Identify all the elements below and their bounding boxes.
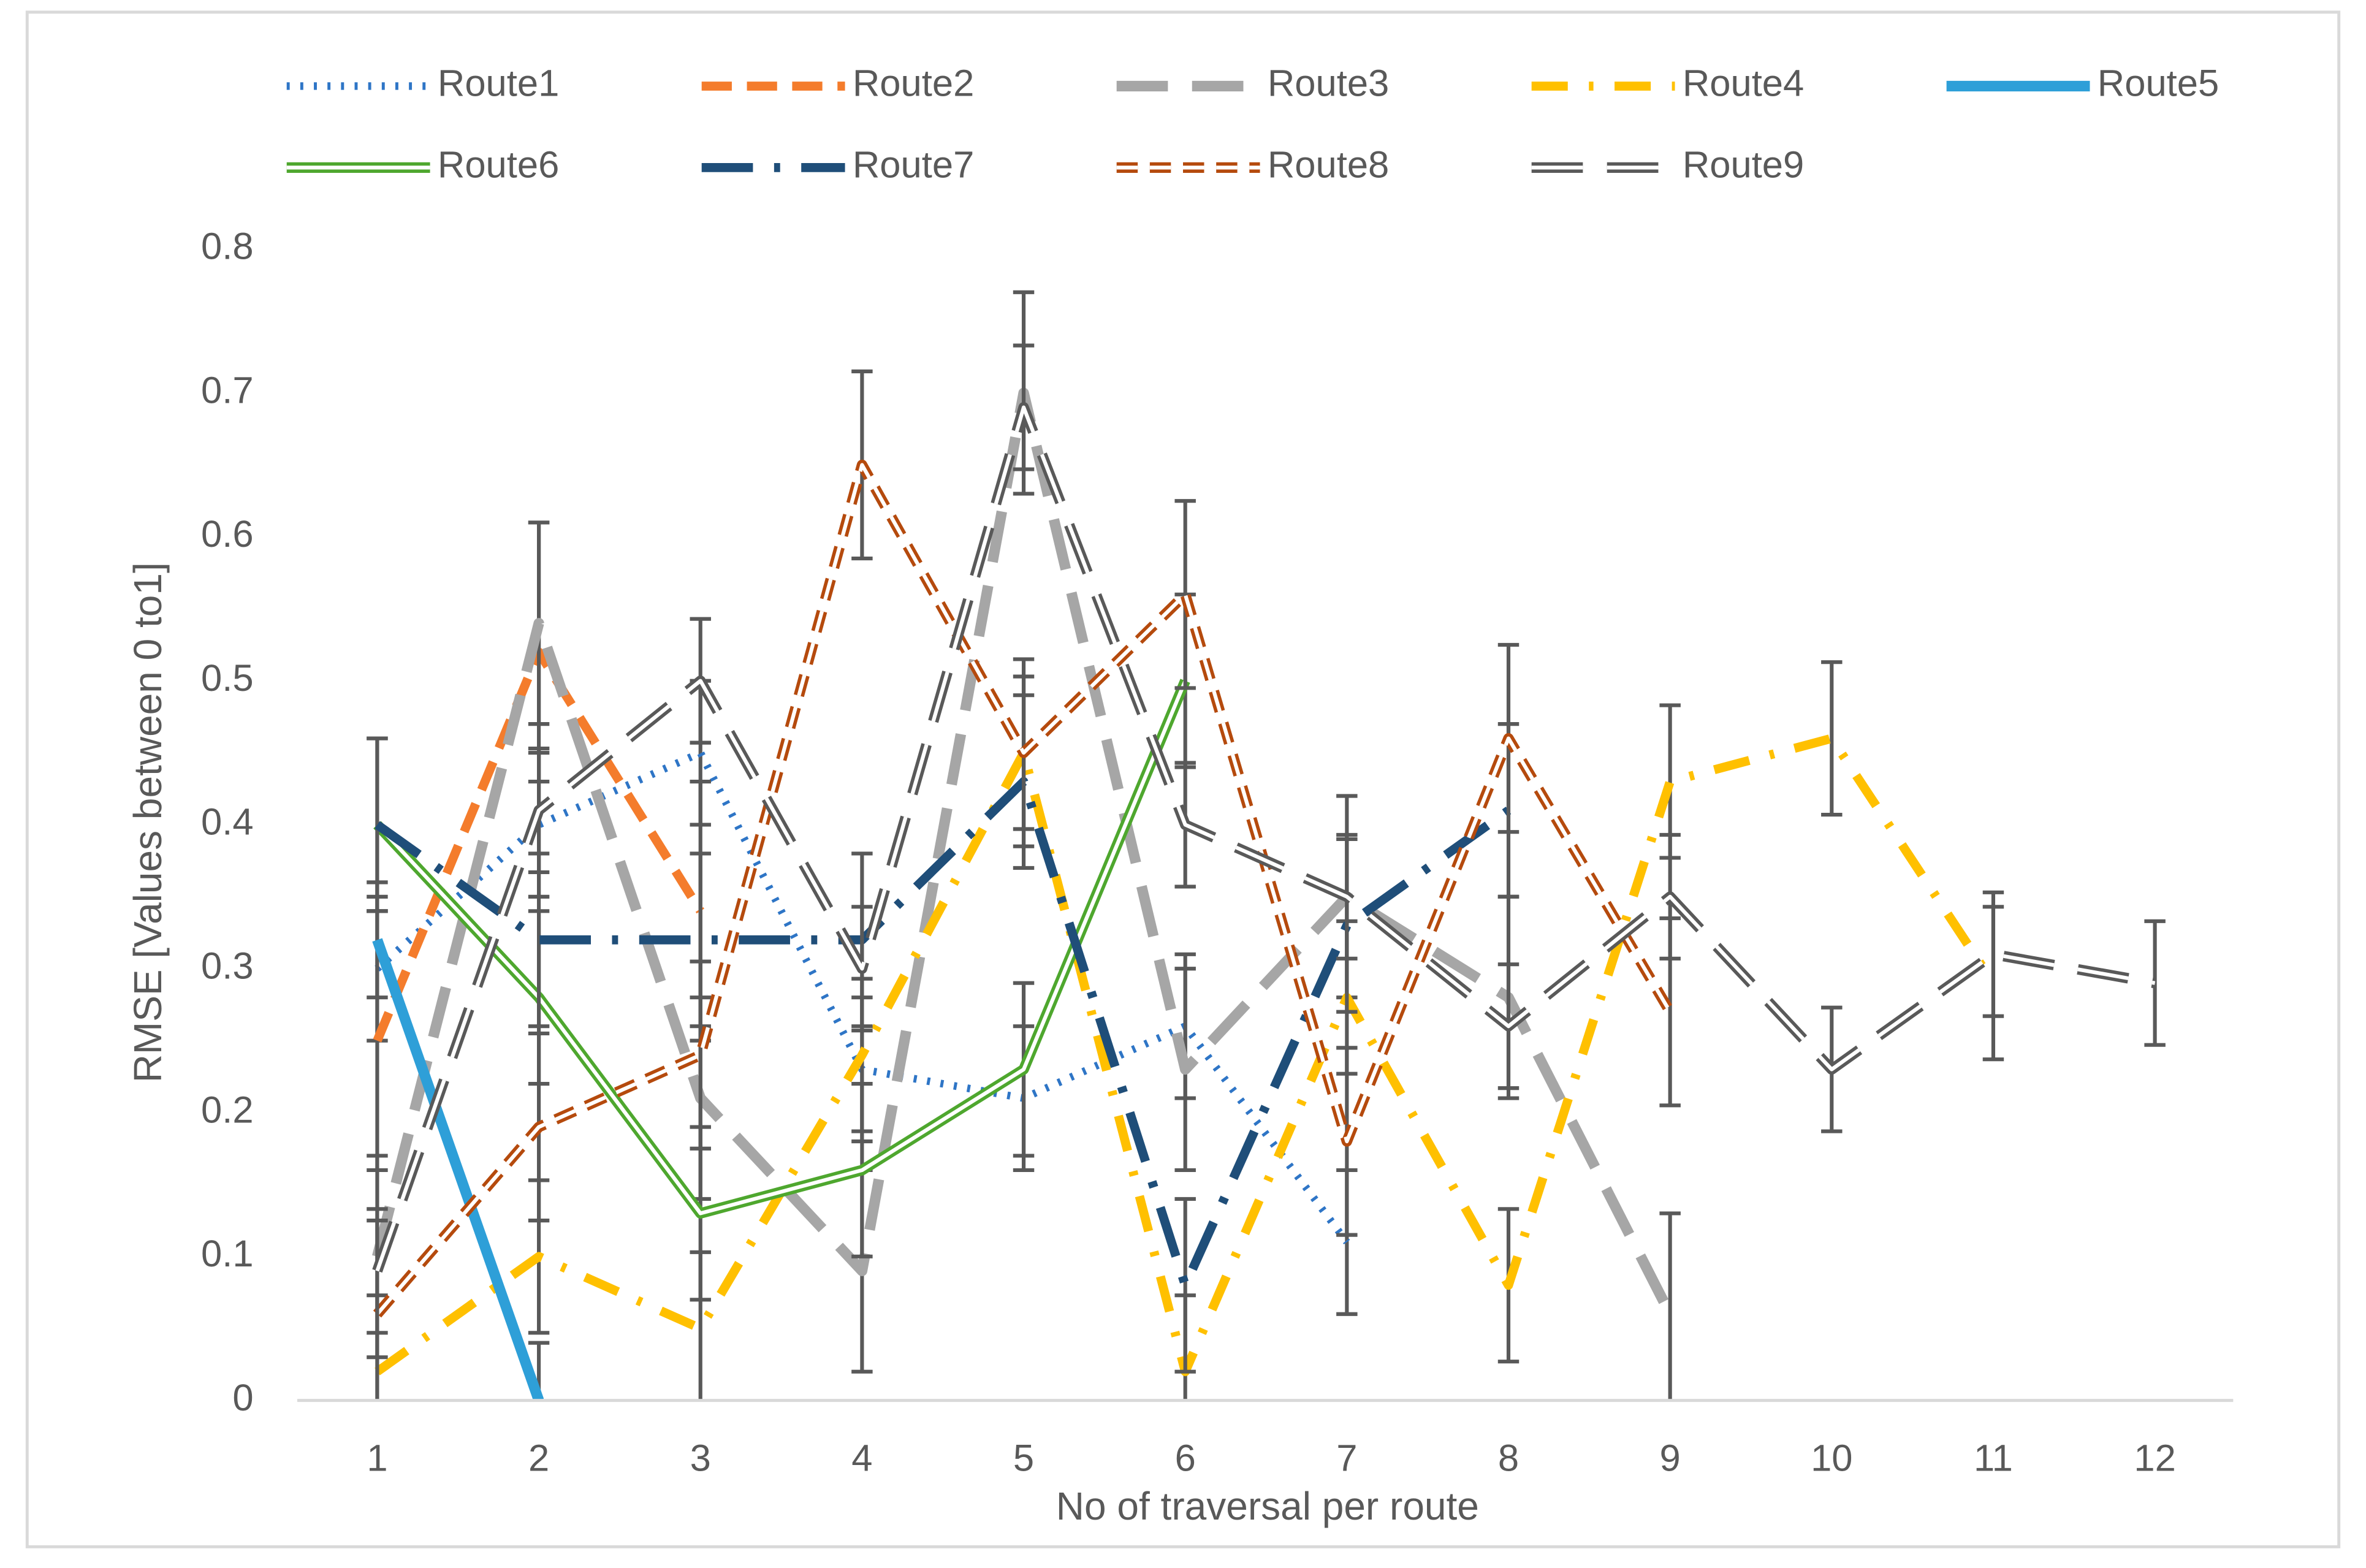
series-line	[372, 938, 544, 1401]
x-tick-label: 7	[1336, 1437, 1357, 1479]
legend-item: Route4	[1531, 63, 1804, 105]
legend-label: Route7	[853, 144, 974, 186]
x-tick-label: 5	[1013, 1437, 1034, 1479]
legend-label: Route5	[2098, 63, 2219, 105]
y-tick-label: 0.3	[201, 945, 254, 988]
legend-item: Route2	[701, 63, 974, 105]
x-tick-label: 6	[1175, 1437, 1196, 1479]
legend-item: Route1	[286, 63, 559, 105]
y-tick-label: 0.2	[201, 1089, 254, 1131]
y-tick-label: 0.7	[201, 369, 254, 411]
x-tick-label: 1	[367, 1437, 387, 1479]
x-tick-label: 2	[528, 1437, 549, 1479]
y-tick-label: 0.6	[201, 513, 254, 555]
legend-label: Route9	[1683, 144, 1804, 186]
y-tick-label: 0	[232, 1377, 253, 1419]
y-axis-label: RMSE [Values between 0 to1]	[126, 562, 170, 1083]
y-tick-label: 0.4	[201, 801, 254, 843]
series-line-inner	[375, 405, 2156, 1272]
y-tick-label: 0.1	[201, 1233, 254, 1275]
plot-area	[367, 290, 2166, 1401]
legend-item: Route9	[1531, 144, 1804, 186]
legend-item: Route6	[286, 144, 559, 186]
series-line-inner	[376, 463, 1672, 1315]
y-tick-label: 0.8	[201, 226, 254, 268]
x-tick-label: 4	[851, 1437, 872, 1479]
legend-label: Route4	[1683, 63, 1804, 105]
legend-label: Route6	[438, 144, 559, 186]
legend-label: Route2	[853, 63, 974, 105]
legend-label: Route8	[1268, 144, 1389, 186]
series-line-inner	[376, 680, 1187, 1216]
x-tick-label: 3	[690, 1437, 711, 1479]
x-axis-label: No of traversal per route	[1056, 1484, 1479, 1528]
legend-item: Route7	[701, 144, 974, 186]
x-tick-label: 12	[2134, 1437, 2175, 1479]
legend-item: Route3	[1116, 63, 1389, 105]
x-tick-label: 9	[1660, 1437, 1681, 1479]
x-tick-label: 10	[1811, 1437, 1852, 1479]
y-tick-label: 0.5	[201, 657, 254, 699]
x-tick-label: 11	[1974, 1437, 2013, 1479]
series-line	[375, 777, 1512, 1290]
legend-item: Route5	[1946, 63, 2219, 105]
legend-label: Route3	[1268, 63, 1389, 105]
x-tick-label: 8	[1498, 1437, 1519, 1479]
legend-label: Route1	[438, 63, 559, 105]
chart-frame	[25, 10, 2341, 1548]
legend-item: Route8	[1116, 144, 1389, 186]
